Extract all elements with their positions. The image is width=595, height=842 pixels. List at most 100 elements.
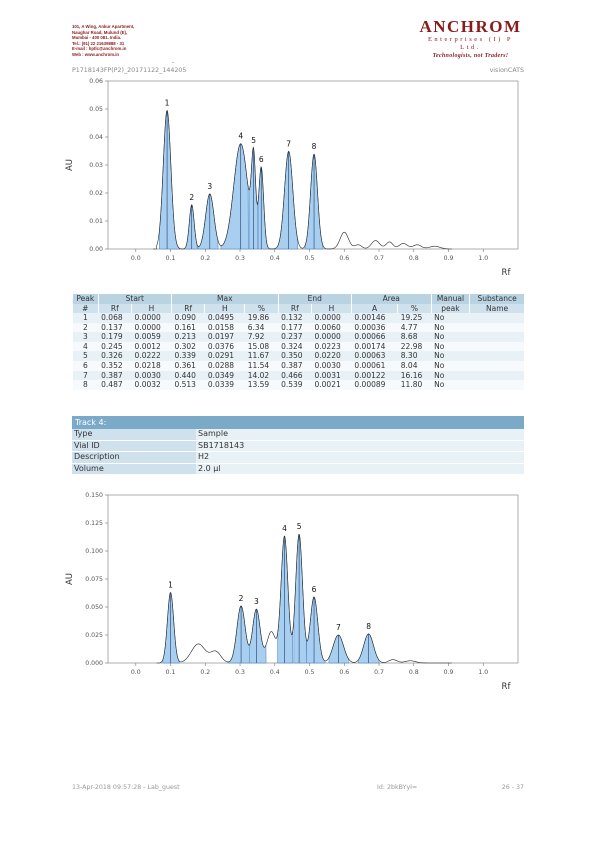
peak-cell: 0.0223 [311, 341, 352, 352]
peak-cell: No [431, 341, 470, 352]
peak-table-body: 1 0.068 0.0000 0.090 0.0495 19.86 0.132 0.0000 0… [72, 313, 524, 390]
peak-cell: 16.16 [397, 370, 432, 381]
peak-cell: 0.352 [98, 360, 132, 371]
peak-cell: 11.54 [244, 360, 279, 371]
track-field-row: Description H2 [72, 451, 524, 464]
footer-id: Id: 2bkBYyI= [377, 784, 418, 791]
peak-cell: 0.0339 [204, 380, 245, 390]
peak-cell: 8.68 [397, 332, 432, 342]
y-tick-label: 0.03 [89, 162, 103, 169]
peak-row: 6 0.352 0.0218 0.361 0.0288 11.54 0.387 0.0030 0… [72, 360, 524, 371]
peak-cell: 8.04 [397, 360, 432, 371]
peak-cell: 0.440 [171, 370, 205, 381]
peak-cell: No [431, 360, 470, 371]
peak-cell: 0.179 [98, 332, 132, 342]
chromatogram-svg-1: 0.00 0.01 0.02 0.03 0.04 0.05 0.06 0.0 0.1 0.2 0.3… [65, 78, 519, 278]
peak-cell: 8 [72, 380, 99, 390]
peak-cell [469, 370, 524, 381]
peak-cell: No [431, 332, 470, 342]
peak-cell: 0.0291 [204, 351, 245, 361]
peak-cell: 0.237 [278, 332, 312, 342]
track-title: Track 4: [72, 416, 524, 429]
footer-timestamp: 13-Apr-2018 09:57:28 - Lab_guest [72, 784, 180, 791]
peak-cell: 0.0060 [311, 322, 352, 333]
col-end: End [277, 294, 352, 304]
peak-label: 2 [189, 193, 194, 202]
peak-cell: 0.068 [98, 313, 132, 323]
peak-cell: No [431, 322, 470, 333]
peak-cell: 1 [72, 313, 99, 323]
col-max: Max [170, 294, 279, 304]
field-key: Vial ID [72, 440, 196, 452]
peak-cell: 0.090 [171, 313, 205, 323]
y-tick-label: 0.025 [85, 632, 103, 639]
peak-cell: 5 [72, 351, 99, 361]
x-tick-label: 0.1 [166, 669, 176, 676]
peak-cell: 0.0031 [311, 370, 352, 381]
peak-cell: 0.213 [171, 332, 205, 342]
peak-cell: 2 [72, 322, 99, 333]
peak-cell: 0.326 [98, 351, 132, 361]
peak-row: 3 0.179 0.0059 0.213 0.0197 7.92 0.237 0.0000 0.… [72, 332, 524, 342]
peak-cell: 0.00122 [351, 370, 398, 381]
sub-col: H [131, 303, 172, 313]
peak-cell: 0.00174 [351, 341, 398, 352]
peak-cell: 7.92 [244, 332, 279, 342]
x-tick-label: 1.0 [478, 255, 488, 262]
track-fields: Type Sample Vial ID SB1718143 Description H… [72, 429, 524, 475]
y-tick-label: 0.05 [89, 106, 103, 113]
x-tick-label: 0.9 [444, 255, 454, 262]
peak-cell: 0.0349 [204, 370, 245, 381]
footer-page: 26 - 37 [501, 784, 524, 791]
peak-cell: 0.161 [171, 322, 205, 333]
peak-cell: 0.0158 [204, 322, 245, 333]
document-id: P1718143FP(P2)_20171122_144205 [72, 67, 187, 74]
sub-col: % [244, 303, 279, 313]
peak-cell: 0.324 [278, 341, 312, 352]
app-name: visionCATS [489, 67, 524, 74]
header-dash: - [172, 59, 175, 66]
peak-cell: 0.0000 [311, 332, 352, 342]
address-line: Tel.: (91) 22 21639888 - 31 [72, 40, 125, 46]
sub-col: Name [469, 303, 524, 313]
peak-cell: No [431, 380, 470, 390]
peak-cell: 0.0197 [204, 332, 245, 342]
y-tick-label: 0.150 [85, 492, 103, 499]
y-axis-label: AU [65, 159, 75, 171]
peak-table-sub-header: # Rf H Rf H % Rf H A % peak Name [72, 303, 524, 313]
peak-cell: 14.02 [244, 370, 279, 381]
x-tick-label: 0.6 [339, 255, 349, 262]
x-tick-label: 0.0 [131, 255, 141, 262]
peak-row: 5 0.326 0.0222 0.339 0.0291 11.67 0.350 0.0220 0… [72, 351, 524, 361]
chromatogram-chart-1: 0.00 0.01 0.02 0.03 0.04 0.05 0.06 0.0 0.1 0.2 0.3… [60, 76, 530, 278]
sub-col: Rf [170, 303, 205, 313]
chromatogram-chart-2: 0.000 0.025 0.050 0.075 0.100 0.125 0.150 0.0 0.… [60, 488, 530, 696]
field-key: Description [72, 451, 196, 464]
x-tick-label: 0.9 [444, 669, 454, 676]
peak-cell [469, 360, 524, 371]
peak-label: 6 [312, 585, 317, 594]
peak-cell: 8.30 [397, 351, 432, 361]
peak-cell: 22.98 [397, 341, 432, 352]
peak-cell: 0.00146 [351, 313, 398, 323]
peak-label: 5 [251, 136, 256, 145]
peak-table-group-header: Peak Start Max End Area Manual Substance [72, 294, 524, 304]
peak-cell: 0.0000 [131, 322, 172, 333]
peak-row: 1 0.068 0.0000 0.090 0.0495 19.86 0.132 0.0000 0… [72, 313, 524, 323]
peak-cell: 0.00066 [351, 332, 398, 342]
peak-cell: 0.387 [278, 360, 312, 371]
peak-row: 2 0.137 0.0000 0.161 0.0158 6.34 0.177 0.0060 0.… [72, 322, 524, 333]
peak-cell: 0.0000 [311, 313, 352, 323]
peak-cell: 0.339 [171, 351, 205, 361]
peak-cell: 7 [72, 370, 99, 381]
peak-label: 1 [165, 98, 170, 107]
peak-cell: No [431, 313, 470, 323]
peak-cell [469, 313, 524, 323]
peak-cell: 0.350 [278, 351, 312, 361]
logo-brand: ANCHROM [419, 17, 522, 36]
peak-label: 8 [366, 622, 371, 631]
series-line [156, 533, 452, 664]
x-tick-label: 0.4 [270, 669, 280, 676]
sub-col: peak [430, 303, 470, 313]
peak-label: 4 [282, 524, 287, 533]
